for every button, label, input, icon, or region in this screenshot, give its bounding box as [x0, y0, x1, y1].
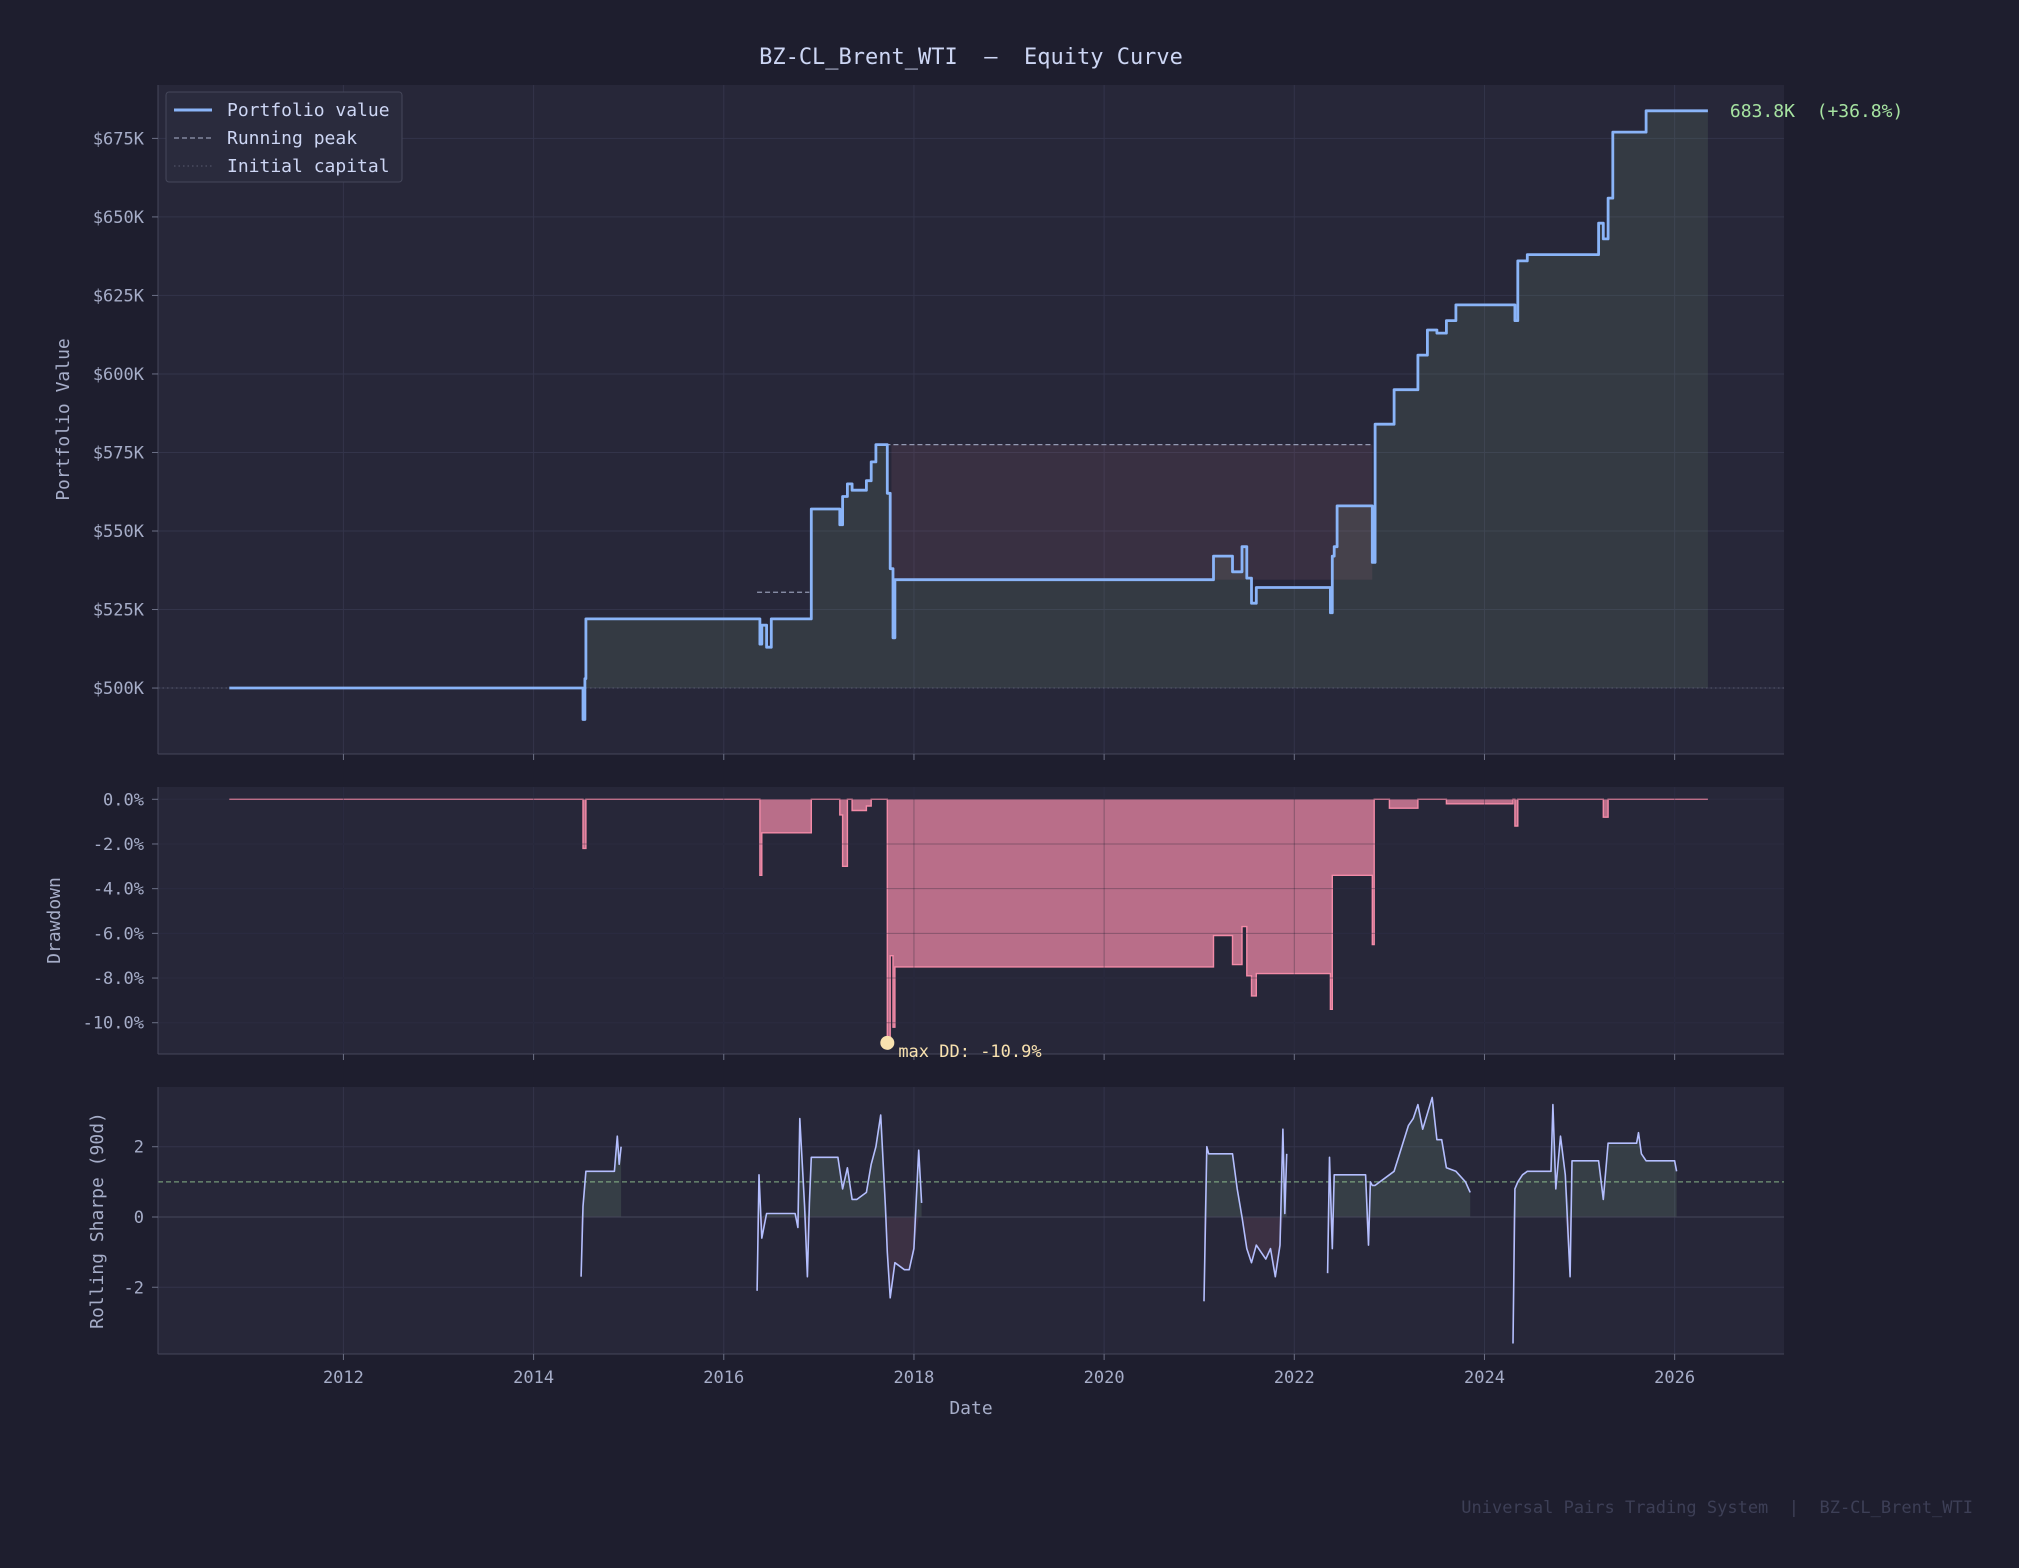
- rolling-sharpe-line: [1203, 1128, 1288, 1302]
- equity-y-axis-label: Portfolio Value: [53, 338, 74, 501]
- equity-y-tick-label: $500K: [93, 679, 145, 699]
- sharpe-negative-fill: [757, 1217, 922, 1298]
- equity-y-tick-label: $575K: [93, 443, 145, 463]
- equity-y-tick-label: $675K: [93, 129, 145, 149]
- drawdown-y-tick-label: -4.0%: [93, 880, 144, 900]
- legend-label: Portfolio value: [227, 100, 390, 121]
- sharpe-y-tick-label: 2: [134, 1138, 144, 1158]
- sharpe-positive-fill: [757, 1115, 922, 1217]
- x-tick-label: 2026: [1654, 1368, 1695, 1388]
- x-tick-label: 2016: [703, 1368, 744, 1388]
- max-drawdown-marker: [880, 1035, 895, 1050]
- legend-label: Initial capital: [227, 156, 390, 177]
- legend: Portfolio value Running peak Initial capit…: [165, 91, 403, 183]
- equity-y-tick-label: $550K: [93, 522, 145, 542]
- equity-y-tick-label: $600K: [93, 365, 145, 385]
- rolling-sharpe-line: [1326, 1096, 1471, 1274]
- rolling-sharpe-line: [580, 1135, 622, 1277]
- sharpe-positive-fill: [1204, 1129, 1287, 1217]
- x-tick-label: 2018: [893, 1368, 934, 1388]
- x-tick-label: 2024: [1464, 1368, 1505, 1388]
- x-tick-label: 2014: [513, 1368, 554, 1388]
- drawdown-area: [229, 799, 1708, 1043]
- legend-label: Running peak: [227, 128, 357, 149]
- sharpe-panel: [158, 1087, 1784, 1354]
- equity-area-fill: [229, 110, 1708, 720]
- rolling-sharpe-line: [756, 1114, 923, 1299]
- drawdown-y-tick-label: 0.0%: [103, 790, 144, 810]
- sharpe-y-tick-label: -2: [124, 1278, 144, 1298]
- equity-y-tick-label: $525K: [93, 601, 145, 621]
- drawdown-y-tick-label: -6.0%: [93, 924, 144, 944]
- drawdown-y-tick-label: -2.0%: [93, 835, 144, 855]
- max-drawdown-annotation: max DD: -10.9%: [898, 1042, 1041, 1062]
- drawdown-line: [229, 798, 1708, 1044]
- legend-box: [165, 91, 403, 183]
- drawdown-y-axis-label: Drawdown: [44, 877, 65, 964]
- drawdown-y-tick-label: -10.0%: [83, 1014, 144, 1034]
- drawdown-y-tick-label: -8.0%: [93, 969, 144, 989]
- x-axis-label: Date: [949, 1398, 992, 1419]
- underwater-region: [891, 444, 1373, 580]
- equity-y-tick-label: $625K: [93, 286, 145, 306]
- equity-panel: [158, 85, 1784, 754]
- x-tick-label: 2012: [323, 1368, 364, 1388]
- footer-watermark: Universal Pairs Trading System | BZ-CL_B…: [1461, 1498, 1973, 1518]
- sharpe-negative-fill: [1204, 1217, 1287, 1302]
- rolling-sharpe-line: [1512, 1103, 1678, 1344]
- portfolio-value-line: [229, 109, 1708, 721]
- equity-y-tick-label: $650K: [93, 208, 145, 228]
- x-tick-label: 2022: [1274, 1368, 1315, 1388]
- sharpe-positive-fill: [581, 1136, 622, 1217]
- x-tick-label: 2020: [1084, 1368, 1125, 1388]
- sharpe-y-axis-label: Rolling Sharpe (90d): [87, 1112, 108, 1329]
- chart-title: BZ-CL_Brent_WTI — Equity Curve: [759, 45, 1183, 70]
- sharpe-y-tick-label: 0: [134, 1208, 144, 1228]
- final-value-label: 683.8K (+36.8%): [1730, 101, 1903, 122]
